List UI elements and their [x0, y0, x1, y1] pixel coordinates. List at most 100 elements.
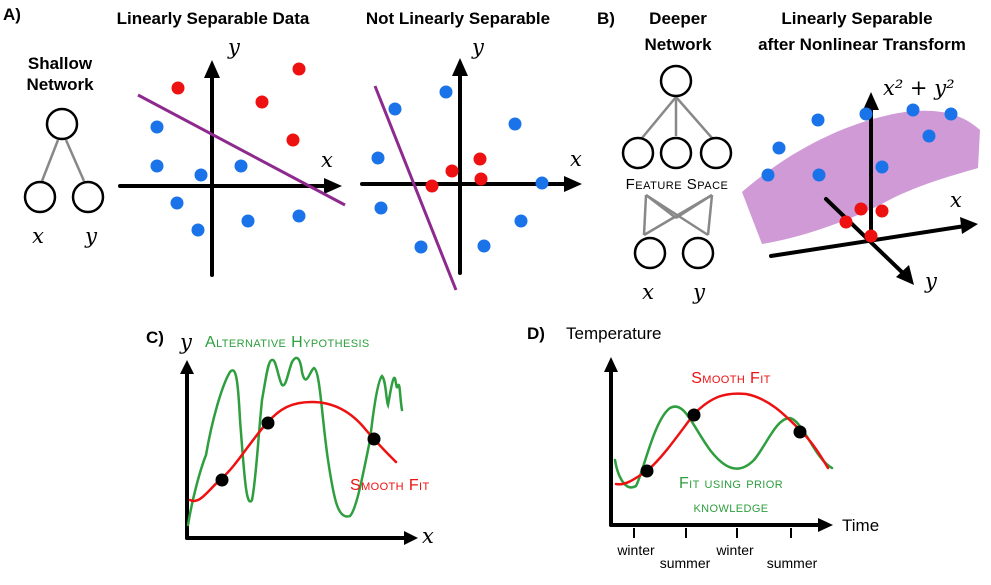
blue-point	[374, 201, 388, 215]
red-point	[474, 172, 488, 186]
red-point	[425, 179, 439, 193]
deeper-input-x-label: x	[642, 280, 654, 304]
shallow-input-x-label: x	[32, 224, 44, 248]
panel-b-label: B)	[597, 9, 615, 28]
nonlinear-separator-line	[373, 85, 458, 291]
red-point	[864, 229, 878, 243]
red-point	[854, 202, 868, 216]
blue-point	[772, 141, 786, 155]
alternative-hypothesis-curve	[186, 356, 404, 527]
linear-plot-points	[150, 62, 306, 237]
linear-plot-axes	[118, 60, 342, 277]
panel-c-axes	[180, 360, 418, 545]
transform-plot-title-1: Linearly Separable	[781, 9, 932, 28]
feature-node-1	[621, 136, 655, 170]
red-point	[292, 62, 306, 76]
linear-separator-line	[137, 93, 346, 207]
blue-point	[388, 102, 402, 116]
blue-point	[859, 107, 873, 121]
tick-label: summer	[767, 555, 818, 571]
observation-point	[687, 408, 701, 422]
blue-point	[922, 129, 936, 143]
panel-a-label: A)	[3, 5, 21, 24]
feature-node-3	[699, 136, 733, 170]
transform-axis-y-label: y	[924, 269, 938, 293]
shallow-input-y-label: y	[84, 224, 98, 248]
blue-point	[508, 117, 522, 131]
panel-d-observations	[640, 408, 807, 478]
blue-point	[150, 159, 164, 173]
input-node-y	[71, 180, 105, 214]
blue-point	[292, 209, 306, 223]
red-point	[875, 204, 889, 218]
observation-point	[793, 425, 807, 439]
tick-label: winter	[616, 542, 655, 558]
transform-axis-z-label: x² + y²	[883, 76, 955, 100]
tick-label: winter	[715, 542, 754, 558]
linear-axis-x-label: x	[321, 148, 333, 172]
input-node-x	[633, 236, 667, 270]
blue-point	[477, 239, 491, 253]
input-node-x	[23, 180, 57, 214]
panel-c-axis-y-label: y	[179, 330, 193, 354]
observation-point	[261, 416, 275, 430]
transform-axis-x-label: x	[950, 188, 962, 212]
nonlinear-axis-y-label: y	[471, 35, 485, 59]
nonlinear-plot-axes	[360, 58, 582, 275]
nonlinear-plot-title: Not Linearly Separable	[366, 9, 550, 28]
observation-point	[367, 432, 381, 446]
blue-point	[150, 120, 164, 134]
red-point	[839, 215, 853, 229]
output-node	[659, 64, 693, 98]
transform-plot-points	[761, 103, 958, 243]
blue-point	[514, 214, 528, 228]
prior-knowledge-label-2: knowledge	[693, 499, 768, 516]
blue-point	[234, 159, 248, 173]
linear-plot-title: Linearly Separable Data	[117, 9, 310, 28]
blue-point	[875, 160, 889, 174]
blue-point	[241, 214, 255, 228]
blue-point	[906, 103, 920, 117]
blue-point	[535, 176, 549, 190]
shallow-network-title-1: Shallow	[28, 54, 93, 73]
panel-d-ylabel: Temperature	[566, 324, 661, 343]
panel-c-observations	[215, 416, 381, 487]
blue-point	[944, 107, 958, 121]
red-point	[473, 152, 487, 166]
observation-point	[640, 464, 654, 478]
panel-c-axis-x-label: x	[422, 524, 434, 548]
hidden-node	[45, 107, 79, 141]
blue-point	[170, 196, 184, 210]
blue-point	[812, 168, 826, 182]
deeper-network-title-1: Deeper	[649, 9, 707, 28]
transform-plot-title-2: after Nonlinear Transform	[758, 35, 966, 54]
panel-d-xlabel: Time	[842, 516, 879, 535]
separating-band	[742, 110, 980, 244]
panel-c-label: C)	[146, 328, 164, 347]
blue-point	[371, 151, 385, 165]
alternative-hypothesis-label: Alternative Hypothesis	[205, 334, 370, 351]
linear-axis-y-label: y	[227, 35, 241, 59]
blue-point	[761, 168, 775, 182]
input-node-y	[681, 236, 715, 270]
nonlinear-plot-points	[371, 85, 549, 254]
blue-point	[439, 85, 453, 99]
panel-d-label: D)	[527, 324, 545, 343]
feature-space-label: Feature Space	[626, 176, 729, 193]
red-point	[255, 95, 269, 109]
prior-knowledge-label-1: Fit using prior	[679, 475, 783, 492]
deeper-input-y-label: y	[692, 280, 706, 304]
red-point	[171, 81, 185, 95]
panel-d-smooth-fit-label: Smooth Fit	[691, 370, 771, 387]
panel-c-smooth-fit-label: Smooth Fit	[350, 477, 430, 494]
blue-point	[414, 240, 428, 254]
panel-d-axes	[604, 357, 833, 532]
observation-point	[215, 473, 229, 487]
shallow-network-title-2: Network	[26, 75, 94, 94]
blue-point	[191, 223, 205, 237]
blue-point	[194, 168, 208, 182]
deeper-network-diagram	[621, 64, 733, 270]
nonlinear-axis-x-label: x	[570, 147, 582, 171]
red-point	[445, 164, 459, 178]
